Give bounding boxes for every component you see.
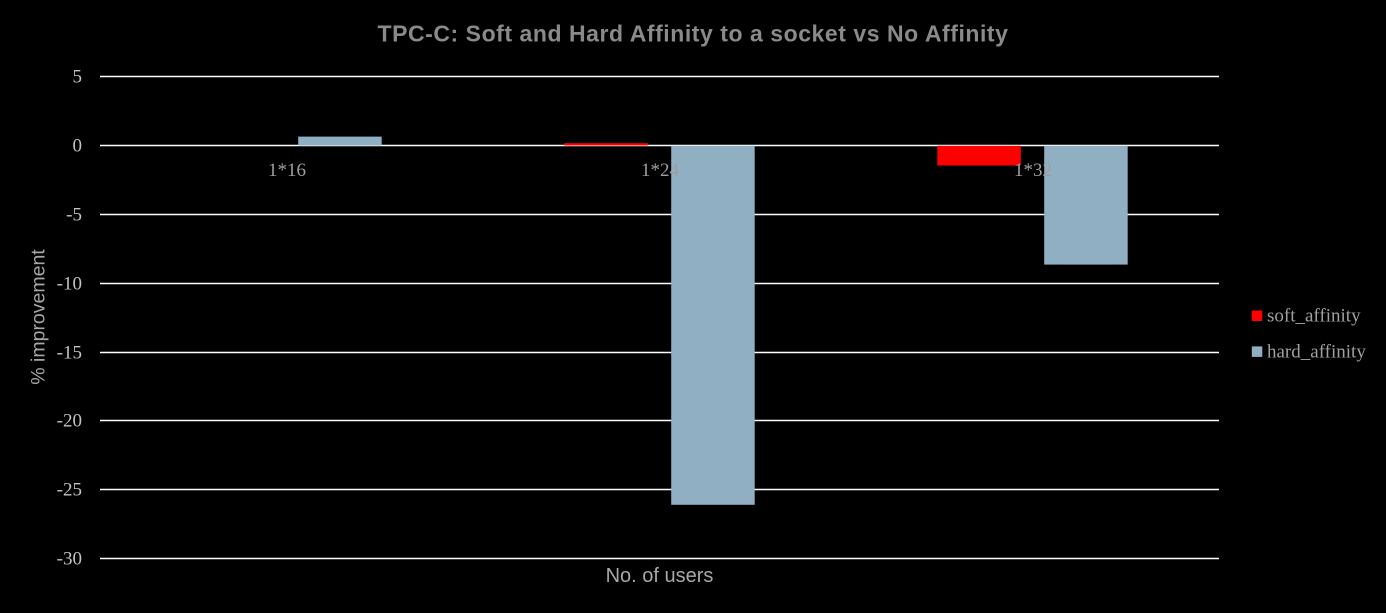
svg-text:1*16: 1*16 (268, 160, 306, 181)
svg-text:-25: -25 (57, 480, 82, 501)
svg-text:-10: -10 (57, 274, 82, 295)
svg-text:-5: -5 (66, 205, 82, 226)
svg-text:No. of users: No. of users (606, 565, 714, 587)
svg-text:% improvement: % improvement (28, 249, 50, 385)
svg-text:-30: -30 (57, 549, 82, 570)
svg-text:-15: -15 (57, 343, 82, 364)
svg-text:-20: -20 (57, 411, 82, 432)
svg-text:1*24: 1*24 (641, 160, 680, 181)
svg-text:hard_affinity: hard_affinity (1267, 342, 1366, 363)
svg-text:TPC-C: Soft and Hard Affinity: TPC-C: Soft and Hard Affinity to a socke… (378, 21, 1009, 47)
svg-text:1*32: 1*32 (1014, 160, 1052, 181)
svg-text:0: 0 (73, 136, 83, 157)
svg-text:5: 5 (73, 67, 83, 88)
svg-text:soft_affinity: soft_affinity (1267, 306, 1361, 327)
